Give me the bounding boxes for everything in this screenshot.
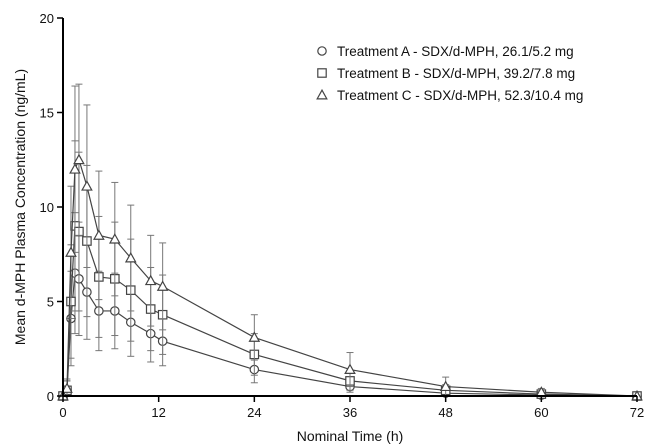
data-point <box>61 382 73 393</box>
data-point <box>156 280 169 291</box>
x-tick-label: 72 <box>630 405 644 420</box>
data-point <box>248 331 261 342</box>
y-tick-label: 0 <box>47 389 54 404</box>
legend-label: Treatment A - SDX/d-MPH, 26.1/5.2 mg <box>337 44 574 59</box>
legend-marker-triangle <box>316 88 328 100</box>
data-point <box>93 229 105 240</box>
series-line <box>62 224 638 397</box>
data-point <box>144 274 157 286</box>
data-point <box>81 180 93 191</box>
series-layer <box>57 83 643 401</box>
data-point <box>439 380 452 392</box>
x-tick-label: 60 <box>534 405 548 420</box>
legend-label: Treatment C - SDX/d-MPH, 52.3/10.4 mg <box>337 88 583 103</box>
data-point <box>344 363 356 375</box>
legend-label: Treatment B - SDX/d-MPH, 39.2/7.8 mg <box>337 66 575 81</box>
data-point <box>108 233 121 244</box>
series-line <box>62 157 638 397</box>
data-point <box>65 246 77 257</box>
x-tick-label: 36 <box>343 405 357 420</box>
x-tick-label: 12 <box>151 405 165 420</box>
x-ticks: 0 12 24 36 48 60 72 <box>59 396 644 420</box>
y-tick-label: 5 <box>47 295 54 310</box>
legend: Treatment A - SDX/d-MPH, 26.1/5.2 mg Trea… <box>316 44 583 103</box>
y-tick-label: 15 <box>40 106 54 121</box>
x-axis-title: Nominal Time (h) <box>297 428 404 444</box>
x-tick-label: 48 <box>438 405 452 420</box>
y-tick-label: 10 <box>40 200 54 215</box>
data-point <box>124 251 137 263</box>
series-triangle <box>57 83 643 401</box>
data-point <box>69 163 81 174</box>
legend-marker-square <box>317 68 327 78</box>
y-axis-title: Mean d-MPH Plasma Concentration (ng/mL) <box>12 69 28 345</box>
data-point <box>73 153 85 165</box>
x-tick-label: 0 <box>59 405 66 420</box>
legend-marker-circle <box>317 46 327 56</box>
y-ticks: 0 5 10 15 20 <box>40 11 63 404</box>
series-line <box>62 271 638 397</box>
x-tick-label: 24 <box>247 405 261 420</box>
y-tick-label: 20 <box>40 11 54 26</box>
